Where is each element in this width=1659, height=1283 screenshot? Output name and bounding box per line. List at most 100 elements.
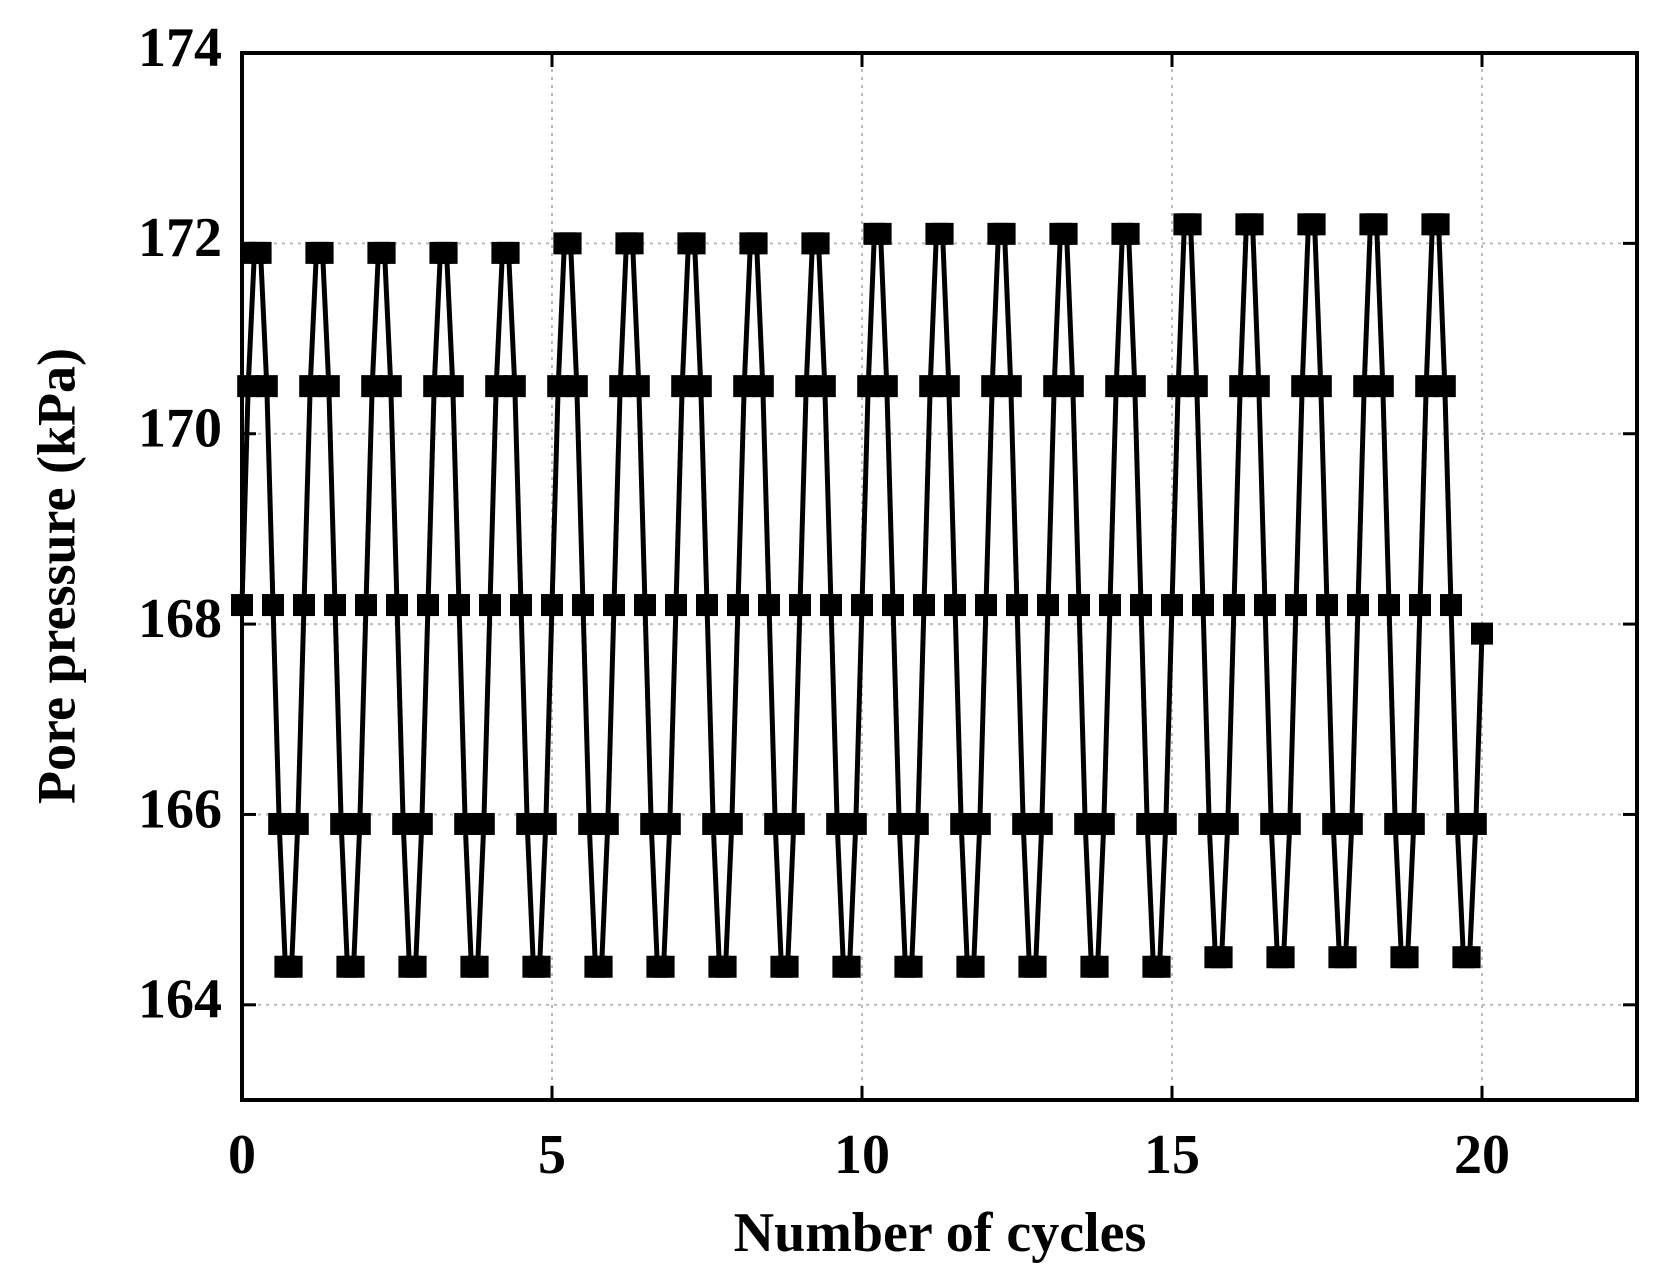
data-marker: [1353, 375, 1376, 398]
data-marker: [417, 594, 439, 617]
data-marker: [1167, 375, 1190, 398]
data-marker: [1030, 812, 1053, 835]
data-marker: [1216, 812, 1239, 835]
data-marker: [950, 812, 973, 835]
data-marker: [348, 812, 371, 835]
data-marker: [968, 812, 991, 835]
data-marker: [262, 594, 284, 617]
y-tick-label: 174: [138, 17, 222, 79]
data-marker: [547, 375, 570, 398]
data-marker: [807, 232, 830, 255]
data-marker: [404, 955, 427, 978]
data-marker: [937, 375, 960, 398]
data-marker: [1247, 375, 1270, 398]
data-marker: [1291, 375, 1314, 398]
x-tick-label: 5: [538, 1124, 566, 1186]
data-marker: [714, 955, 737, 978]
data-marker: [1458, 946, 1481, 969]
data-marker: [466, 955, 489, 978]
data-marker: [1012, 812, 1035, 835]
data-marker: [448, 594, 470, 617]
data-marker: [1229, 375, 1252, 398]
data-marker: [882, 594, 904, 617]
data-marker: [720, 812, 743, 835]
data-marker: [665, 594, 687, 617]
data-marker: [826, 812, 849, 835]
data-marker: [844, 812, 867, 835]
data-marker: [1192, 594, 1214, 617]
data-marker: [702, 812, 725, 835]
data-marker: [1130, 594, 1152, 617]
data-marker: [875, 375, 898, 398]
data-marker: [671, 375, 694, 398]
data-marker: [869, 222, 892, 245]
data-marker: [981, 375, 1004, 398]
data-marker: [758, 594, 780, 617]
data-marker: [559, 232, 582, 255]
data-marker: [1309, 375, 1332, 398]
data-marker: [627, 375, 650, 398]
data-marker: [919, 375, 942, 398]
data-marker: [1055, 222, 1078, 245]
data-marker: [751, 375, 774, 398]
data-marker: [1148, 955, 1171, 978]
data-marker: [324, 594, 346, 617]
data-marker: [311, 241, 334, 264]
data-marker: [1068, 594, 1090, 617]
data-marker: [851, 594, 873, 617]
x-axis-label: Number of cycles: [734, 1202, 1147, 1264]
data-marker: [1415, 375, 1438, 398]
data-marker: [640, 812, 663, 835]
data-marker: [683, 232, 706, 255]
data-marker: [317, 375, 340, 398]
data-marker: [1322, 812, 1345, 835]
data-marker: [782, 812, 805, 835]
data-marker: [696, 594, 718, 617]
data-marker: [634, 594, 656, 617]
data-marker: [1464, 812, 1487, 835]
data-marker: [1278, 812, 1301, 835]
data-marker: [497, 241, 520, 264]
data-marker: [900, 955, 923, 978]
data-marker: [1272, 946, 1295, 969]
y-tick-label: 166: [138, 778, 222, 840]
data-marker: [454, 812, 477, 835]
data-marker: [386, 594, 408, 617]
data-marker: [578, 812, 601, 835]
data-marker: [1223, 594, 1245, 617]
data-marker: [572, 594, 594, 617]
data-marker: [1117, 222, 1140, 245]
data-marker: [609, 375, 632, 398]
data-marker: [392, 812, 415, 835]
data-marker: [689, 375, 712, 398]
data-marker: [1210, 946, 1233, 969]
data-marker: [280, 955, 303, 978]
data-marker: [733, 375, 756, 398]
y-tick-label: 164: [138, 969, 222, 1031]
data-marker: [479, 594, 501, 617]
data-marker: [1440, 594, 1462, 617]
data-marker: [565, 375, 588, 398]
data-marker: [603, 594, 625, 617]
data-marker: [330, 812, 353, 835]
data-marker: [1260, 812, 1283, 835]
data-marker: [1024, 955, 1047, 978]
data-marker: [962, 955, 985, 978]
data-marker: [1471, 622, 1493, 645]
data-marker: [1179, 213, 1202, 236]
data-marker: [1086, 955, 1109, 978]
x-tick-label: 15: [1144, 1124, 1200, 1186]
data-marker: [423, 375, 446, 398]
data-marker: [1427, 213, 1450, 236]
data-marker: [764, 812, 787, 835]
data-marker: [658, 812, 681, 835]
data-marker: [1074, 812, 1097, 835]
data-marker: [795, 375, 818, 398]
data-marker: [1347, 594, 1369, 617]
data-marker: [789, 594, 811, 617]
data-marker: [931, 222, 954, 245]
data-marker: [441, 375, 464, 398]
data-marker: [1136, 812, 1159, 835]
data-marker: [1061, 375, 1084, 398]
